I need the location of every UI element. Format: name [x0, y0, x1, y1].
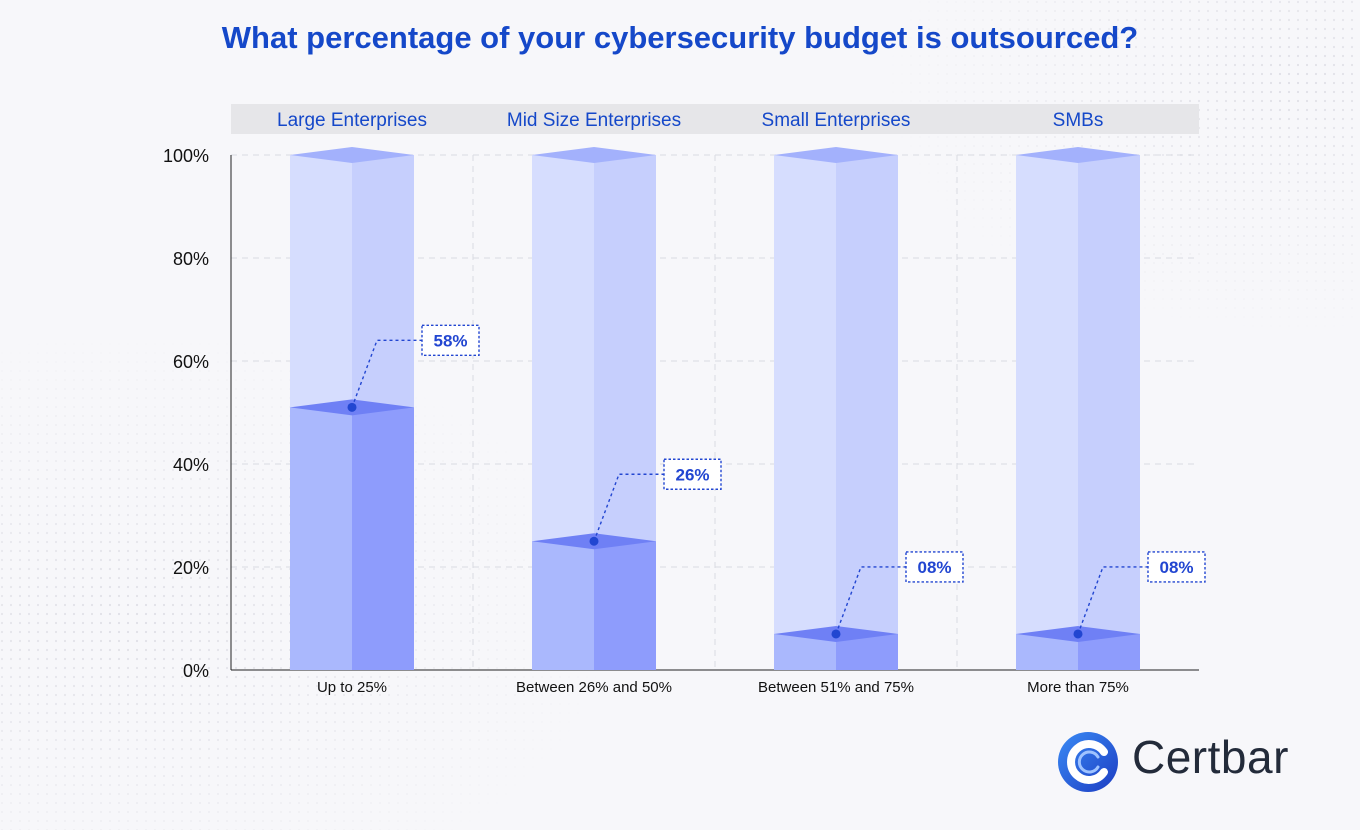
- column-track-cap: [774, 147, 898, 163]
- column-track-right: [1078, 155, 1140, 670]
- column-track-right: [836, 155, 898, 670]
- group-label: Small Enterprises: [762, 110, 911, 131]
- x-category-label: Between 51% and 75%: [758, 679, 914, 696]
- y-tick-label: 80%: [173, 249, 209, 269]
- certbar-logo-icon: [1058, 732, 1118, 792]
- column-track-cap: [290, 147, 414, 163]
- data-label-box: [1147, 551, 1206, 583]
- y-tick-label: 0%: [183, 661, 209, 681]
- data-label-box: [421, 324, 480, 357]
- x-category-label: Up to 25%: [317, 679, 387, 696]
- bar-group: SMBs 08% More than 75%: [1016, 110, 1206, 696]
- y-tick-label: 20%: [173, 558, 209, 578]
- bar-group: Large Enterprises 58% Up to 25%: [277, 110, 480, 696]
- column-track-left: [1016, 155, 1078, 670]
- bar-group: Small Enterprises 08% Between 51% and 75%: [758, 110, 964, 696]
- data-label-box: [663, 458, 722, 490]
- data-label: 08%: [1159, 558, 1193, 577]
- group-label: Large Enterprises: [277, 110, 427, 131]
- column-track-cap: [1016, 147, 1140, 163]
- data-label: 08%: [917, 558, 951, 577]
- bar-left-face: [532, 541, 594, 670]
- data-label: 26%: [675, 465, 709, 484]
- y-tick-label: 100%: [163, 146, 209, 166]
- x-category-label: Between 26% and 50%: [516, 679, 672, 696]
- column-track-cap: [532, 147, 656, 163]
- data-label-box: [905, 551, 964, 583]
- bar-right-face: [352, 407, 414, 670]
- y-tick-label: 40%: [173, 455, 209, 475]
- group-label: SMBs: [1053, 110, 1104, 131]
- x-category-label: More than 75%: [1027, 679, 1129, 696]
- group-header-band: [231, 104, 1199, 134]
- bar-right-face: [594, 541, 656, 670]
- brand-name: Certbar: [1132, 731, 1289, 783]
- bar-group: Mid Size Enterprises 26% Between 26% and 5…: [507, 110, 722, 696]
- brand-logo: Certbar: [1056, 730, 1346, 792]
- chart-title: What percentage of your cybersecurity bu…: [221, 20, 1139, 55]
- bar-left-face: [290, 407, 352, 670]
- column-track-left: [774, 155, 836, 670]
- y-tick-label: 60%: [173, 352, 209, 372]
- group-label: Mid Size Enterprises: [507, 110, 681, 131]
- data-label: 58%: [433, 331, 467, 350]
